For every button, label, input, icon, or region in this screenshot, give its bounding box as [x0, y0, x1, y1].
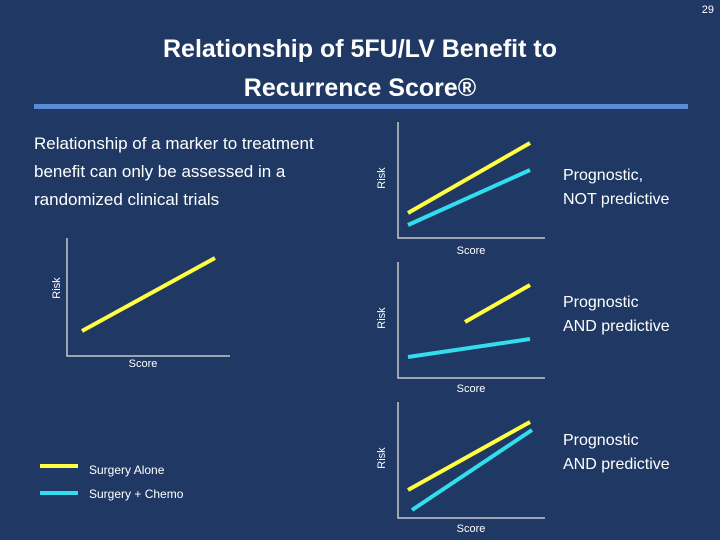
- panel3-y-label: Risk: [376, 447, 388, 469]
- panel3-line-surgery-alone: [407, 420, 531, 492]
- panel1-desc-line-2: NOT predictive: [563, 191, 670, 208]
- panel2-axes: [397, 262, 545, 379]
- panel2-description: Prognostic AND predictive: [563, 291, 713, 339]
- panel3-x-label: Score: [456, 523, 486, 535]
- title-line-1: Relationship of 5FU/LV Benefit to: [163, 35, 557, 63]
- panel2-desc-line-1: Prognostic: [563, 294, 639, 311]
- panel2-y-label: Risk: [376, 307, 388, 329]
- panel1-x-label: Score: [456, 245, 486, 257]
- panel3-line-surgery-chemo: [410, 428, 534, 512]
- panel1-description: Prognostic, NOT predictive: [563, 164, 713, 212]
- panel1-y-label: Risk: [376, 167, 388, 189]
- panel1-line-surgery-chemo: [407, 168, 531, 227]
- panel2-line-surgery-chemo: [407, 337, 531, 359]
- panel3-description: Prognostic AND predictive: [563, 429, 713, 477]
- panel2-x-label: Score: [456, 383, 486, 395]
- left-plot-x-label: Score: [128, 358, 158, 370]
- title-rule: [34, 104, 688, 109]
- slide-title: Relationship of 5FU/LV Benefit to Recurr…: [0, 30, 720, 108]
- panel3-desc-line-1: Prognostic: [563, 432, 639, 449]
- panel3-axes: [397, 402, 545, 519]
- left-plot-y-label: Risk: [51, 277, 63, 299]
- panel3-desc-line-2: AND predictive: [563, 456, 670, 473]
- intro-text: Relationship of a marker to treatment be…: [34, 134, 314, 209]
- panel2-desc-line-2: AND predictive: [563, 318, 670, 335]
- panel2-line-surgery-alone: [464, 283, 531, 324]
- panel1-line-surgery-alone: [407, 141, 531, 215]
- legend-label-surgery-chemo: Surgery + Chemo: [89, 487, 184, 501]
- panel1-axes: [397, 122, 545, 239]
- left-plot-line: [81, 256, 216, 333]
- legend-label-surgery-alone: Surgery Alone: [89, 463, 165, 477]
- panel1-desc-line-1: Prognostic,: [563, 167, 644, 184]
- slide-number: 29: [701, 4, 714, 16]
- title-line-2: Recurrence Score®: [243, 74, 477, 102]
- left-plot-axes: [66, 238, 230, 357]
